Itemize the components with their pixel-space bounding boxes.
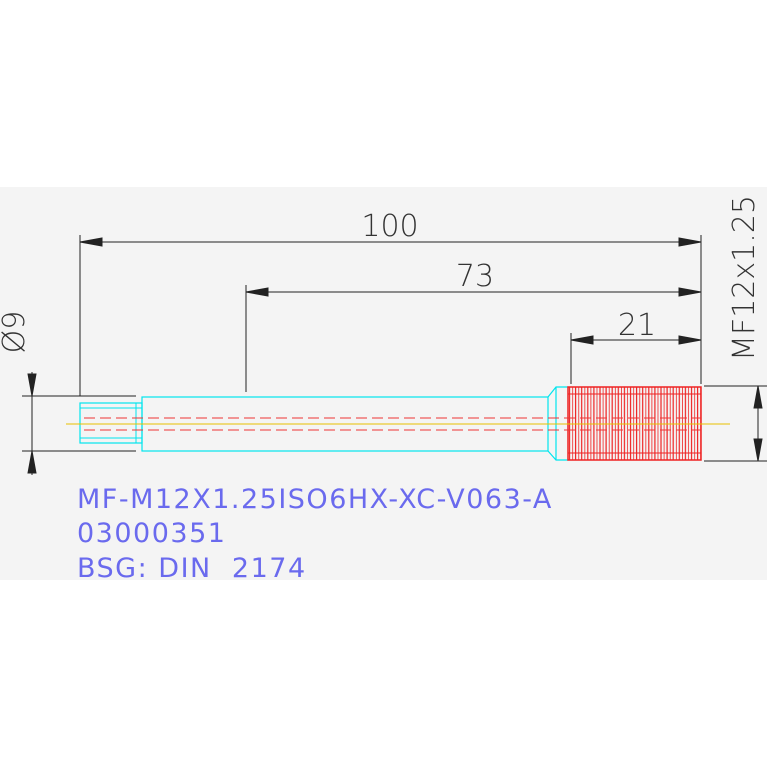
cad-paper: [0, 187, 767, 580]
dimension-diameter: [22, 372, 136, 475]
dimension-thread-spec-label: MF12x1.25: [727, 195, 762, 361]
part-body: [66, 386, 730, 461]
part-number: 03000351: [77, 518, 226, 549]
dimension-overall-length: [79, 237, 702, 247]
standard-reference: BSG: DIN 2174: [77, 553, 307, 584]
part-designation: MF-M12X1.25ISO6HX-XC-V063-A: [77, 484, 553, 515]
dimension-thread-length: [570, 335, 702, 345]
dimension-diameter-label: Ø9: [0, 311, 32, 354]
dimensions: [22, 235, 767, 475]
dimension-overall-length-label: 100: [361, 209, 418, 244]
hex-head: [79, 402, 143, 444]
dimension-shank-length-label: 73: [456, 259, 494, 294]
dimension-thread-length-label: 21: [618, 308, 656, 343]
dimension-shank-length: [245, 287, 702, 297]
dimension-thread-diameter: [704, 385, 767, 462]
